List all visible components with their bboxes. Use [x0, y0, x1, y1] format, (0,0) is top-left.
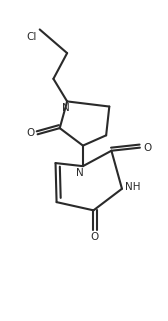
Text: NH: NH: [125, 182, 141, 192]
Text: N: N: [62, 103, 70, 113]
Text: N: N: [76, 168, 84, 178]
Text: Cl: Cl: [26, 31, 37, 41]
Text: O: O: [143, 143, 151, 153]
Text: O: O: [26, 128, 34, 138]
Text: O: O: [90, 232, 99, 242]
